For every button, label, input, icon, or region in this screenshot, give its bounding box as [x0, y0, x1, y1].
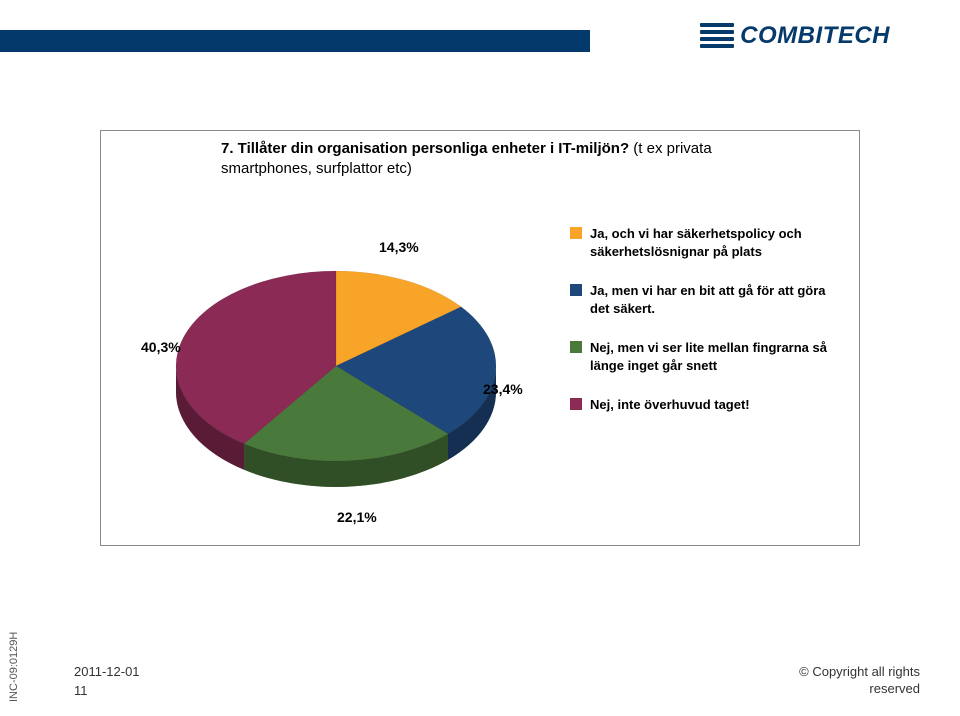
pct-label: 40,3% — [141, 339, 181, 355]
footer-right: © Copyright all rights reserved — [799, 663, 920, 698]
pct-label: 23,4% — [483, 381, 523, 397]
footer: 2011-12-01 11 © Copyright all rights res… — [74, 663, 920, 698]
legend-label: Nej, men vi ser lite mellan fingrarna så… — [590, 339, 845, 374]
doc-id: INC-09:0129H — [8, 632, 20, 702]
legend: Ja, och vi har säkerhetspolicy och säker… — [570, 225, 845, 436]
legend-label: Ja, och vi har säkerhetspolicy och säker… — [590, 225, 845, 260]
logo-text: COMBITECH — [740, 22, 890, 50]
pct-label: 22,1% — [337, 509, 377, 525]
legend-swatch — [570, 398, 582, 410]
legend-label: Nej, inte överhuvud taget! — [590, 396, 845, 414]
chart-title: 7. Tillåter din organisation personliga … — [221, 139, 741, 180]
legend-item: Ja, men vi har en bit att gå för att gör… — [570, 282, 845, 317]
footer-page: 11 — [74, 683, 140, 698]
footer-date: 2011-12-01 — [74, 664, 140, 679]
pie-svg — [131, 221, 541, 521]
legend-label: Ja, men vi har en bit att gå för att gör… — [590, 282, 845, 317]
header-blue-band — [0, 30, 590, 52]
legend-item: Nej, inte överhuvud taget! — [570, 396, 845, 414]
slide-root: COMBITECH 7. Tillåter din organisation p… — [0, 0, 960, 716]
pie-area: 14,3%23,4%22,1%40,3% — [131, 221, 541, 521]
legend-swatch — [570, 341, 582, 353]
legend-swatch — [570, 227, 582, 239]
logo-stripes-icon — [700, 23, 734, 49]
footer-left: 2011-12-01 11 — [74, 664, 140, 698]
header: COMBITECH — [0, 22, 960, 62]
legend-item: Nej, men vi ser lite mellan fingrarna så… — [570, 339, 845, 374]
copyright-line2: reserved — [799, 680, 920, 698]
legend-swatch — [570, 284, 582, 296]
logo: COMBITECH — [700, 22, 890, 50]
chart-title-line1: 7. Tillåter din organisation personliga … — [221, 140, 629, 157]
pct-label: 14,3% — [379, 239, 419, 255]
legend-item: Ja, och vi har säkerhetspolicy och säker… — [570, 225, 845, 260]
copyright-line1: © Copyright all rights — [799, 663, 920, 681]
chart-container: 7. Tillåter din organisation personliga … — [100, 130, 860, 546]
